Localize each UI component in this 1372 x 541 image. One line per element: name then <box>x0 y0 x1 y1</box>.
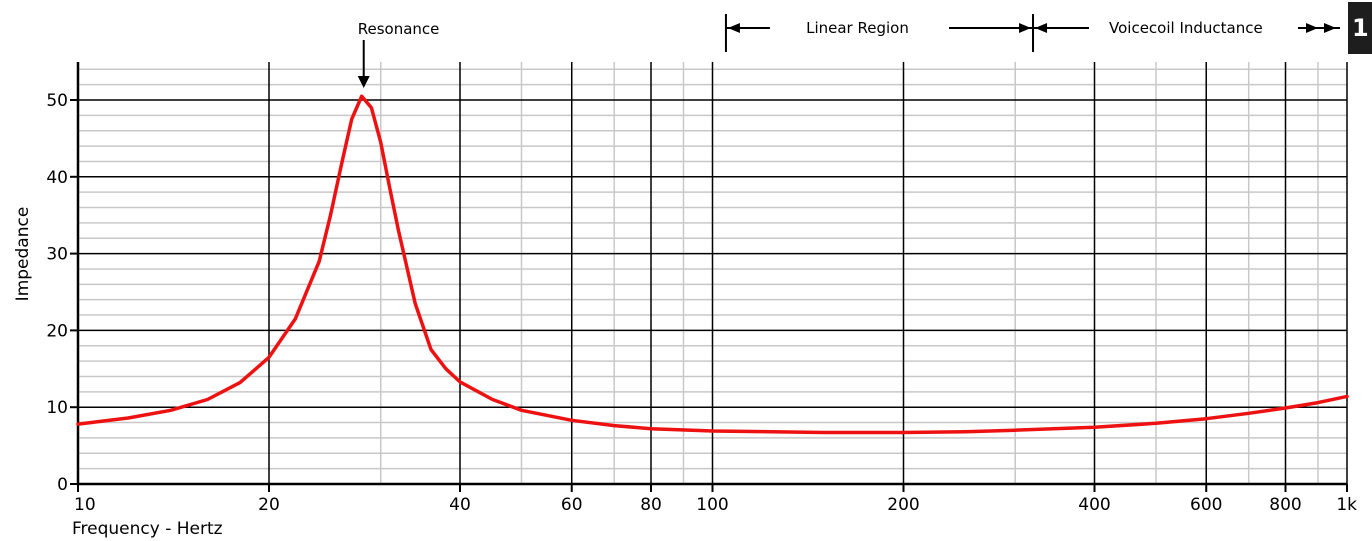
corner-badge: 1 <box>1348 2 1372 54</box>
linear-region-left-arrow <box>727 23 740 33</box>
x-tick-label: 1k <box>1336 495 1357 515</box>
x-tick-label: 10 <box>74 495 96 515</box>
x-tick-label: 40 <box>449 495 471 515</box>
voicecoil-label: Voicecoil Inductance <box>1109 19 1263 37</box>
resonance-label: Resonance <box>358 20 440 38</box>
y-tick-label: 40 <box>46 168 68 188</box>
resonance-arrow-head <box>357 76 370 88</box>
x-tick-label: 80 <box>640 495 662 515</box>
y-tick-label: 0 <box>57 475 68 495</box>
voicecoil-right-arrow-2 <box>1324 23 1336 33</box>
impedance-series-line <box>76 94 1349 435</box>
x-tick-label: 60 <box>561 495 583 515</box>
linear-region-right-arrow <box>1019 23 1032 33</box>
x-axis-label: Frequency - Hertz <box>72 519 223 539</box>
x-tick-label: 100 <box>696 495 728 515</box>
y-tick-label: 30 <box>46 245 68 265</box>
y-tick-label: 10 <box>46 398 68 418</box>
annotations-layer: Resonance Linear Region Voicecoil Inductan… <box>357 14 1340 88</box>
x-tick-label: 400 <box>1078 495 1110 515</box>
voicecoil-right-arrow-1 <box>1306 23 1318 33</box>
series-layer <box>76 94 1349 435</box>
y-tick-label: 20 <box>46 321 68 341</box>
x-tick-label: 20 <box>258 495 280 515</box>
y-tick-label: 50 <box>46 91 68 111</box>
y-axis-label: Impedance <box>13 207 33 302</box>
x-tick-label: 600 <box>1190 495 1222 515</box>
axes <box>70 62 1348 492</box>
voicecoil-left-arrow <box>1035 23 1048 33</box>
x-tick-label: 200 <box>887 495 919 515</box>
linear-region-label: Linear Region <box>806 19 909 37</box>
tick-labels: 10 20 40 60 80 100 200 400 600 800 1k 0 10 20 30 40 50 <box>46 91 1357 515</box>
x-tick-label: 800 <box>1269 495 1301 515</box>
